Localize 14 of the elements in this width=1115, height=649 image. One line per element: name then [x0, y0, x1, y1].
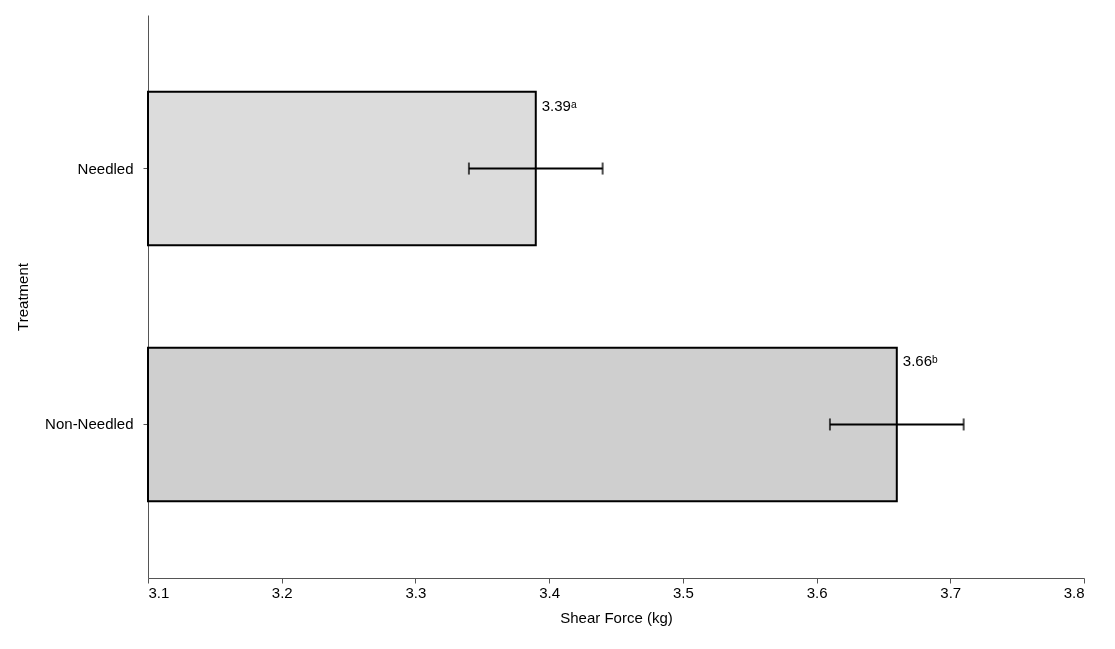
data-label: 3.66ᵇ	[902, 352, 938, 370]
y-axis-title: Treatment	[14, 262, 32, 331]
x-axis-title: Shear Force (kg)	[560, 608, 673, 626]
x-tick-label: 3.8	[1063, 583, 1085, 601]
x-tick-label: 3.1	[148, 583, 170, 601]
data-label: 3.39ᵃ	[541, 96, 577, 114]
x-tick-label: 3.6	[806, 583, 828, 601]
x-tick-label: 3.5	[672, 583, 694, 601]
x-tick-label: 3.4	[539, 583, 561, 601]
x-tick-label: 3.3	[405, 583, 427, 601]
y-tick-label: Needled	[77, 159, 134, 177]
y-tick-label: Non-Needled	[45, 415, 134, 433]
x-tick-label: 3.2	[271, 583, 293, 601]
x-tick-label: 3.7	[940, 583, 962, 601]
